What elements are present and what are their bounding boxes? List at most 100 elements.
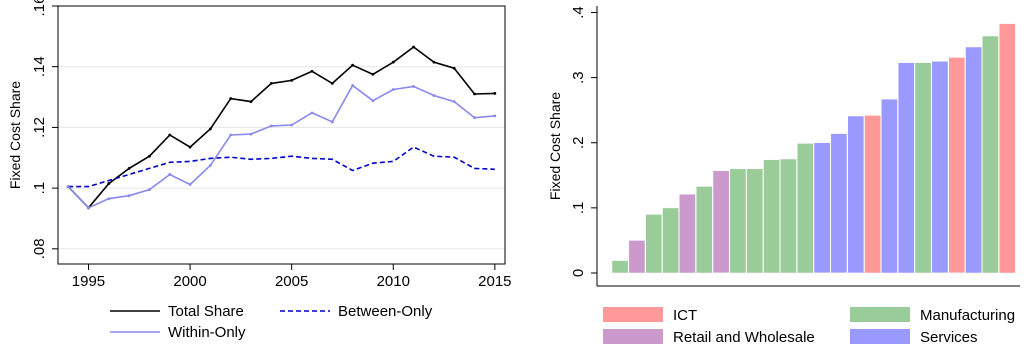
data-point [351,63,355,67]
y-axis-label: Fixed Cost Share [7,81,23,189]
data-point [269,124,273,128]
data-point [168,173,172,176]
data-point [371,99,375,103]
data-point [66,185,70,189]
bar-services [897,62,915,274]
bar-manufacturing [780,158,797,274]
data-point [371,72,375,76]
data-point [249,132,253,136]
left-line-chart: .08 .1 .12 .14 .16 1995 2000 2005 2010 2015 Fixed … [7,0,512,341]
plot-frame [57,5,506,265]
bar-retail-and-wholesale [679,193,696,274]
data-point [208,163,212,167]
data-point [229,133,233,137]
data-point [493,92,497,95]
x-tick-label: 1995 [72,273,105,290]
data-point [168,133,172,137]
y-tick-label: .12 [31,117,48,138]
data-point [310,69,314,73]
bar-manufacturing [982,35,999,274]
data-point [391,60,395,64]
legend-label: Within-Only [168,324,246,341]
bar-retail-and-wholesale [712,170,730,274]
data-point [473,92,476,96]
x-tick-label: 2005 [275,273,308,290]
bar-manufacturing [645,214,663,274]
data-point [473,116,476,120]
y-tick-label: .1 [570,202,587,215]
x-tick-label: 2015 [478,273,511,290]
bar-manufacturing [611,260,629,274]
data-point [269,82,273,85]
x-tick-label: 2010 [377,273,410,290]
bar-services [813,142,831,274]
y-axis-label: Fixed Cost Share [547,92,563,200]
bar-manufacturing [763,159,780,274]
bar-manufacturing [746,168,764,274]
data-point [432,60,436,64]
data-point [330,120,334,124]
legend-label: Retail and Wholesale [673,329,815,346]
data-point [412,85,415,88]
data-point [351,84,355,87]
series-line-within-only [67,84,495,209]
y-tick-label: .08 [31,238,48,259]
bar-manufacturing [914,62,932,274]
data-point [107,182,111,185]
y-tick-label: .3 [570,71,587,84]
data-point [330,82,334,85]
data-point [148,154,151,158]
data-point [432,94,436,97]
data-point [310,111,314,115]
data-point [391,88,395,91]
x-tick-label: 2000 [173,273,206,290]
bar-services [830,133,848,274]
legend-swatch [850,329,910,344]
series-line-between-only [68,146,495,188]
bar-manufacturing [796,143,814,274]
legend-label: Total Share [168,303,244,320]
data-point [148,188,151,192]
legend-label: ICT [673,307,697,324]
bar-services [965,46,982,274]
y-tick-label: .14 [31,56,48,77]
data-point [208,127,212,131]
legend-swatch [603,307,663,322]
legend-swatch [603,329,663,344]
data-point [412,45,415,49]
right-bar-chart: 0 .1 .2 .3 .4 Fixed Cost Share ICT Retail and W… [547,6,1020,346]
bar-services [931,61,949,274]
legend-label: Manufacturing [920,307,1015,324]
data-point [452,66,456,70]
bar-manufacturing [662,207,679,274]
bar-ict [998,23,1016,274]
data-point [188,145,192,149]
data-point [87,206,90,210]
y-tick-label: .1 [31,182,48,195]
legend-label: Between-Only [338,303,433,320]
bar-ict [948,57,966,274]
bar-services [847,115,865,274]
bar-manufacturing [729,168,747,274]
data-point [290,78,294,82]
bar-services [881,98,898,274]
data-point [229,97,233,100]
data-point [452,100,456,104]
data-point [107,197,111,201]
legend-swatch [850,307,910,322]
data-point [290,123,294,127]
series-line-total-share [67,46,495,209]
y-tick-label: .2 [570,136,587,149]
bar-ict [864,115,881,274]
bar-manufacturing [695,186,713,274]
legend-label: Services [920,329,978,346]
data-point [249,100,253,104]
data-point [188,183,192,186]
y-tick-label: 0 [570,269,587,277]
y-tick-label: .16 [31,0,48,16]
data-point [127,166,131,170]
data-point [127,194,131,198]
y-tick-label: .4 [570,6,587,19]
bar-retail-and-wholesale [628,240,646,274]
